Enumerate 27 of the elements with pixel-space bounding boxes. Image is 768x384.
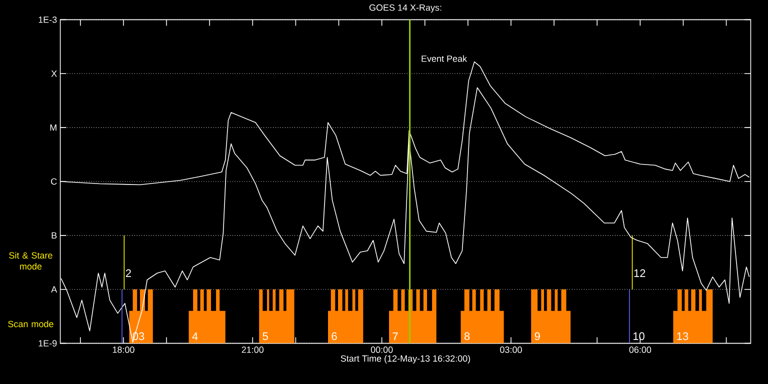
- text: Scan mode: [8, 320, 54, 328]
- y-tick-label: 1E-9: [38, 340, 57, 346]
- annotation: 4: [192, 332, 198, 340]
- y-tick-label: A: [51, 286, 58, 292]
- annotation: 12: [634, 269, 646, 277]
- x-tick-label: 00:00: [370, 346, 393, 353]
- x-tick-label: 03:00: [500, 346, 522, 353]
- annotation: 7: [392, 332, 398, 340]
- annotation: 8: [464, 332, 470, 340]
- annotation: 5: [262, 332, 268, 340]
- text: Sit & Stare mode: [9, 252, 52, 270]
- x-axis-title: Start Time (12-May-13 16:32:00): [340, 355, 470, 364]
- y-tick-label: M: [50, 124, 56, 131]
- annotation: 13: [677, 332, 688, 340]
- y-tick-label: C: [51, 178, 57, 185]
- annotation: 10: [633, 332, 644, 340]
- chart-title: GOES 14 X-Rays:: [369, 4, 442, 13]
- annotation: 2: [126, 269, 131, 277]
- x-tick-label: 06:00: [629, 346, 652, 353]
- y-tick-label: X: [51, 70, 57, 77]
- x-tick-label: 21:00: [242, 346, 264, 353]
- x-tick-label: 18:00: [112, 346, 134, 353]
- y-tick-label: B: [52, 232, 57, 239]
- annotation: 6: [332, 332, 337, 340]
- y-tick-label: 1E-3: [38, 16, 57, 23]
- annotation: 9: [534, 332, 540, 340]
- ref-line-label: Event Peak: [422, 55, 468, 62]
